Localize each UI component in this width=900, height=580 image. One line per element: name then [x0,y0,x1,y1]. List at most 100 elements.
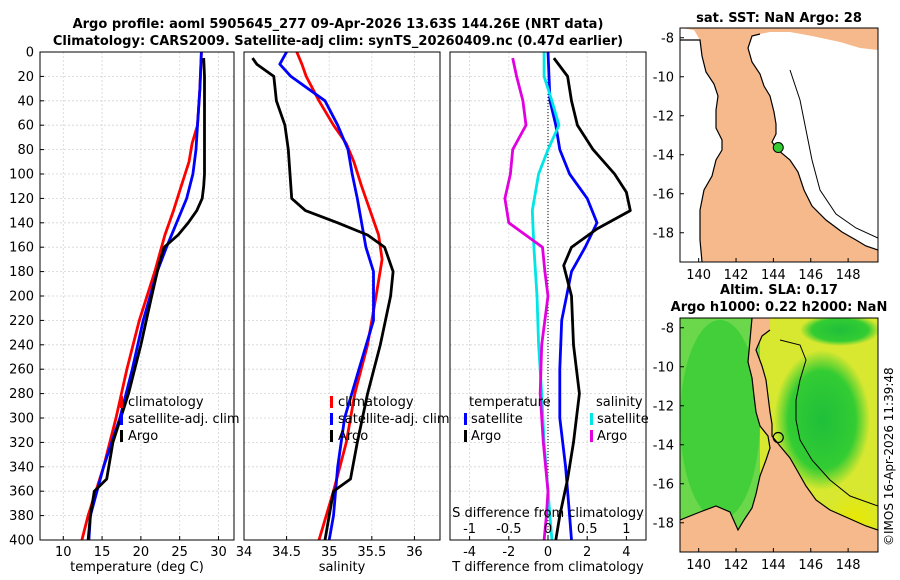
x-tick-label: -2 [502,545,515,560]
sla-map-title-line1: Altim. SLA: 0.17 [720,283,838,298]
legend-label-satellite-T: satellite [471,412,523,427]
sst-map-ticks: 140 142 144 146 148 -8 -10 -12 -14 -16 -18 [653,31,861,283]
x-top-tick-label: -1 [463,522,476,537]
temperature-frame [39,51,235,541]
y-tick-label: 360 [9,485,34,500]
map-x-tick-label: 148 [836,558,861,573]
sst-map-land [680,28,878,262]
sla-map-land [680,318,878,552]
y-tick-label: 200 [9,290,34,305]
y-tick-label: 100 [9,168,34,183]
temperature-grid [40,51,234,541]
salinity-legend: climatology satellite-adj. clim Argo [330,395,450,444]
series-line-satellite-adj-clim [278,52,375,540]
legend-swatch-climatology [120,396,123,408]
sla-map-title-line2: Argo h1000: 0.22 h2000: NaN [671,300,888,315]
map-x-tick-label: 144 [761,558,786,573]
sst-map-field [680,28,878,262]
sla-map-ticks: 140 142 144 146 148 -8 -10 -12 -14 -16 -18 [653,321,861,573]
sst-map-coastline-west [680,39,723,262]
map-y-tick-label: -18 [653,226,674,241]
map-x-tick-label: 146 [798,558,823,573]
sla-map-coastline-west [680,318,771,532]
sla-map-coastline-east [755,329,878,531]
x-tick-label: 15 [94,545,111,560]
legend-title-salinity: salinity [596,395,643,410]
x-tick-label: 0 [544,545,552,560]
legend-swatch-satellite-S [590,413,593,425]
temperature-panel: 10 15 20 25 30 0 20 40 60 80 100 120 140 160 180 200 22… [9,46,239,576]
sst-map-title: sat. SST: NaN Argo: 28 [696,11,862,26]
legend-swatch-climatology [330,396,333,408]
legend-label-climatology: climatology [338,395,414,410]
y-tick-label: 160 [9,241,34,256]
legend-label-climatology: climatology [128,395,204,410]
y-tick-label: 60 [17,119,34,134]
legend-swatch-argo [330,430,333,442]
difference-xlabel: T difference from climatology [451,560,644,575]
salinity-frame [243,51,441,541]
difference-panel: -4 -2 0 2 4 -1 -0.5 0 0.5 1 temperature satellite… [449,51,649,575]
difference-ticks: -4 -2 0 2 4 -1 -0.5 0 0.5 1 [463,522,630,560]
legend-swatch-argo-T [464,430,467,442]
y-tick-label: 140 [9,216,34,231]
legend-swatch-satellite-T [464,413,467,425]
difference-xlabel-top: S difference from climatology [452,506,644,521]
x-top-tick-label: 0.5 [577,522,598,537]
map-y-tick-label: -14 [653,148,674,163]
y-tick-label: 180 [9,265,34,280]
legend-label-satellite-S: satellite [597,412,649,427]
sla-map-contour [779,339,878,507]
credit-text: ©IMOS 16-Apr-2026 11:39:48 [882,367,896,546]
map-y-tick-label: -10 [653,360,674,375]
salinity-lines [251,52,395,540]
sst-map-contour [789,69,878,239]
map-y-tick-label: -18 [653,516,674,531]
sst-map-coastline-east [747,33,878,251]
x-tick-label: 25 [171,545,188,560]
figure-title-line1: Argo profile: aoml 5905645_277 09-Apr-20… [73,17,604,32]
map-x-tick-label: 146 [798,268,823,283]
figure-title-line2: Climatology: CARS2009. Satellite-adj cli… [53,34,623,49]
x-tick-label: 2 [583,545,591,560]
map-y-tick-label: -12 [653,399,674,414]
sst-map-frame [679,27,879,263]
y-tick-label: 280 [9,387,34,402]
depth-axis: 0 20 40 60 80 100 120 140 160 180 200 220 240 260 280 3… [9,46,44,549]
map-y-tick-label: -16 [653,477,674,492]
legend-title-temperature: temperature [469,395,551,410]
difference-frame [449,51,647,541]
y-tick-label: 40 [17,94,34,109]
y-tick-label: 320 [9,436,34,451]
sla-map-frame [679,317,879,553]
sst-map-argo-marker [772,142,784,154]
temperature-xlabel: temperature (deg C) [70,560,204,575]
y-tick-label: 340 [9,460,34,475]
series-line-argo-t [552,57,632,540]
map-x-tick-label: 142 [724,268,749,283]
x-tick-label: -4 [463,545,476,560]
x-tick-label: 4 [622,545,630,560]
x-tick-label: 20 [133,545,150,560]
difference-lines [503,52,632,540]
difference-legend: temperature satellite Argo salinity sate… [464,395,649,444]
y-tick-label: 300 [9,412,34,427]
series-line-satellite-adj-clim [87,52,203,540]
temperature-ticks: 10 15 20 25 30 [55,536,227,560]
x-tick-label: 10 [55,545,72,560]
temperature-legend: climatology satellite-adj. clim Argo [120,395,240,444]
legend-swatch-satellite [330,413,333,425]
y-tick-label: 260 [9,363,34,378]
series-line-satellite-t [546,52,599,540]
legend-label-argo-S: Argo [597,429,627,444]
legend-label-argo: Argo [128,429,158,444]
legend-swatch-argo-S [590,430,593,442]
y-tick-label: 380 [9,509,34,524]
map-y-tick-label: -10 [653,70,674,85]
legend-label-satellite: satellite-adj. clim [128,412,240,427]
x-tick-label: 30 [210,545,227,560]
temperature-lines [80,52,206,540]
salinity-ticks: 34 34.5 35 35.5 36 [236,536,423,560]
y-tick-label: 240 [9,338,34,353]
sla-map-high-anomaly-north [800,318,878,346]
